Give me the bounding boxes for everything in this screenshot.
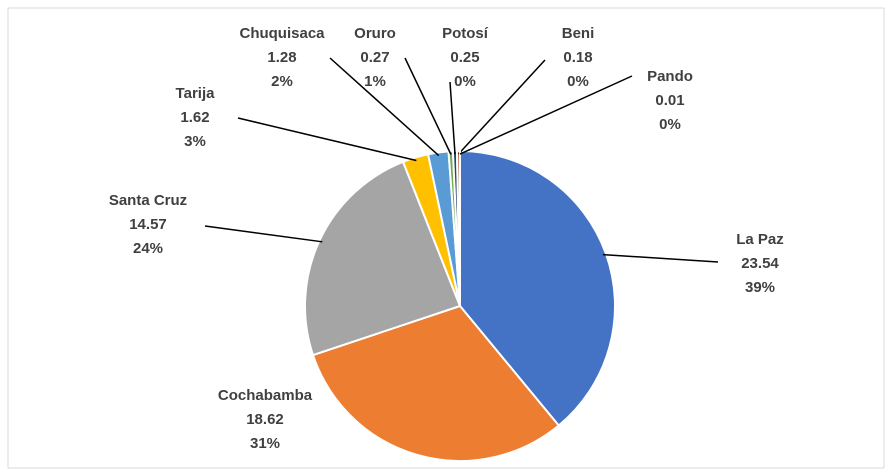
pie-slice	[459, 149, 616, 427]
value-label: 23.54	[741, 255, 779, 272]
leader-line	[237, 117, 417, 162]
category-label: Potosí	[442, 25, 489, 42]
percent-label: 39%	[745, 279, 775, 296]
percent-label: 3%	[184, 133, 206, 150]
leader-line	[329, 57, 440, 157]
leader-line	[204, 225, 323, 243]
value-label: 0.01	[655, 92, 684, 109]
category-label: Santa Cruz	[109, 192, 187, 209]
percent-label: 0%	[454, 73, 476, 90]
category-label: Cochabamba	[218, 387, 313, 404]
category-label: Beni	[562, 25, 595, 42]
value-label: 0.18	[563, 49, 592, 66]
leader-line	[602, 253, 719, 263]
leader-line	[459, 75, 633, 155]
leader-line	[457, 59, 546, 155]
percent-label: 2%	[271, 73, 293, 90]
value-label: 1.28	[267, 49, 296, 66]
percent-label: 24%	[133, 240, 163, 257]
leader-line	[449, 81, 456, 155]
value-label: 0.27	[360, 49, 389, 66]
value-label: 14.57	[129, 216, 167, 233]
value-label: 1.62	[180, 109, 209, 126]
category-label: Chuquisaca	[239, 25, 325, 42]
leader-line	[404, 57, 452, 155]
category-label: Oruro	[354, 25, 396, 42]
value-label: 0.25	[450, 49, 479, 66]
percent-label: 0%	[659, 116, 681, 133]
category-label: La Paz	[736, 231, 784, 248]
category-label: Pando	[647, 68, 693, 85]
category-label: Tarija	[176, 85, 216, 102]
value-label: 18.62	[246, 411, 284, 428]
percent-label: 31%	[250, 435, 280, 452]
percent-label: 0%	[567, 73, 589, 90]
pie-slice	[311, 304, 561, 462]
percent-label: 1%	[364, 73, 386, 90]
